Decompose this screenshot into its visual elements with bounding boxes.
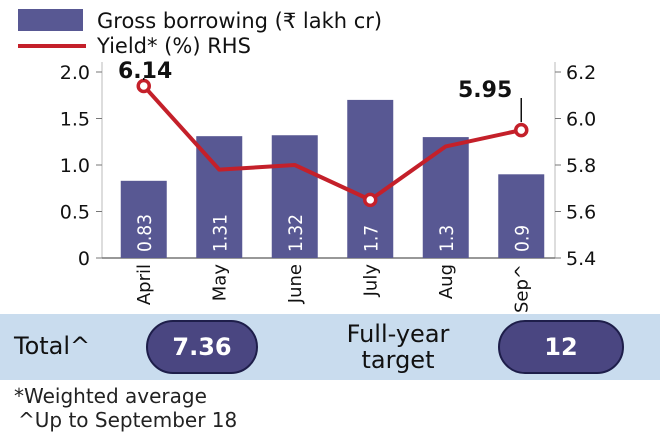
legend-bar-swatch bbox=[18, 9, 83, 31]
yield-line bbox=[142, 84, 522, 202]
bar-value-label: 0.83 bbox=[134, 214, 156, 252]
right-axis-ticks: 5.4 5.6 5.8 6.0 6.2 bbox=[555, 62, 596, 270]
target-value-badge: 12 bbox=[498, 320, 624, 374]
footnote-upto: ^Up to September 18 bbox=[18, 408, 238, 432]
yield-marker bbox=[363, 192, 378, 208]
yield-series bbox=[136, 77, 529, 208]
left-tick-label: 0.5 bbox=[60, 202, 90, 224]
annotation-last-yield: 5.95 bbox=[458, 78, 512, 103]
category-label: June bbox=[285, 264, 306, 304]
left-axis-ticks: 0 0.5 1.0 1.5 2.0 bbox=[60, 62, 102, 270]
legend-line-label: Yield* (%) RHS bbox=[96, 34, 251, 58]
category-label: July bbox=[360, 264, 381, 298]
right-tick-label: 5.8 bbox=[566, 155, 596, 177]
chart: Gross borrowing (₹ lakh cr) Yield* (%) R… bbox=[18, 9, 596, 313]
left-tick-label: 0 bbox=[78, 248, 90, 270]
target-label-line1: Full-year bbox=[346, 320, 450, 348]
right-tick-label: 6.2 bbox=[566, 62, 596, 84]
category-label: May bbox=[209, 264, 230, 302]
bar-june bbox=[271, 135, 318, 258]
annotation-first-yield: 6.14 bbox=[118, 59, 172, 84]
left-tick-label: 1.5 bbox=[60, 109, 90, 131]
bar-april bbox=[120, 180, 167, 258]
total-label: Total^ bbox=[14, 332, 91, 360]
bar-value-label: 1.32 bbox=[285, 214, 307, 252]
target-label-line2: target bbox=[361, 346, 435, 374]
yield-marker bbox=[136, 78, 151, 94]
category-label: April bbox=[134, 264, 155, 305]
bar-value-label: 1.3 bbox=[436, 225, 458, 252]
left-tick-label: 2.0 bbox=[60, 62, 90, 84]
bar-value-label: 1.31 bbox=[209, 214, 231, 252]
footnote-weighted: *Weighted average bbox=[14, 384, 207, 408]
bar-value-label: 0.9 bbox=[511, 225, 533, 252]
yield-marker bbox=[514, 122, 529, 138]
category-label: Sep^ bbox=[511, 264, 532, 313]
category-label: Aug bbox=[436, 264, 457, 299]
right-tick-label: 5.4 bbox=[566, 248, 596, 270]
bar-sep bbox=[498, 174, 545, 258]
total-value-badge: 7.36 bbox=[146, 320, 258, 374]
bar-series bbox=[120, 99, 545, 259]
category-labels: April May June July Aug Sep^ bbox=[134, 264, 533, 313]
right-tick-label: 6.0 bbox=[566, 109, 596, 131]
legend-bar-label: Gross borrowing (₹ lakh cr) bbox=[97, 9, 382, 33]
bar-value-label: 1.7 bbox=[360, 225, 382, 252]
bar-value-labels: 0.83 1.31 1.32 1.7 1.3 0.9 bbox=[134, 214, 534, 252]
bar-may bbox=[196, 136, 243, 258]
left-tick-label: 1.0 bbox=[60, 155, 90, 177]
bar-july bbox=[347, 99, 394, 259]
right-tick-label: 5.6 bbox=[566, 202, 596, 224]
